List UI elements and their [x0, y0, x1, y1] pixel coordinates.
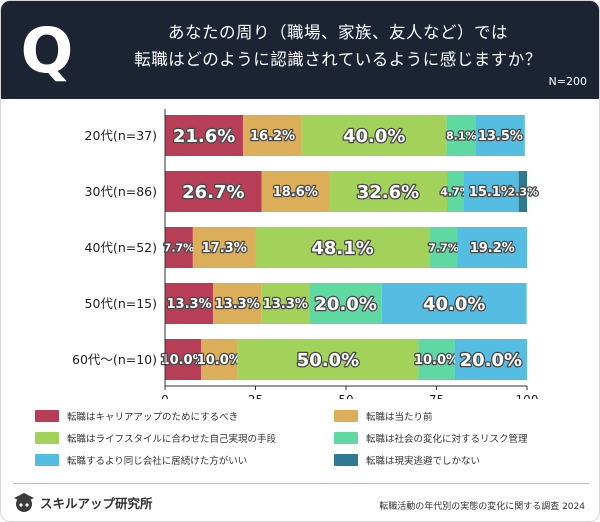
category-label: 20代(n=37)	[85, 128, 157, 143]
question-title-line1: あなたの周り（職場、家族、友人など）では	[168, 23, 508, 42]
bar-segment	[255, 227, 430, 268]
bar-segment	[518, 171, 527, 212]
data-label: 40.0%	[423, 294, 485, 315]
legend-item: 転職はキャリアアップのためにするべき	[35, 409, 238, 423]
data-label: 13.3%	[167, 297, 212, 312]
data-label: 21.6%	[173, 126, 235, 147]
data-label: 32.6%	[357, 182, 419, 203]
data-label: 48.1%	[311, 238, 373, 259]
data-label: 17.3%	[202, 241, 247, 256]
q-badge: Q	[20, 14, 74, 87]
bar-segment	[192, 227, 256, 268]
question-header: Q あなたの周り（職場、家族、友人など）では 転職はどのように認識されているよう…	[1, 1, 599, 99]
chart-svg: 20代(n=37) 21.6% 16.2% 40.0% 8.1% 13.5% 30代(n=8…	[72, 109, 539, 407]
data-label: 18.6%	[273, 185, 318, 200]
legend-item: 転職は現実逃避でしかない	[334, 453, 480, 467]
category-label: 30代(n=86)	[85, 184, 157, 199]
x-tick-label: 50	[338, 393, 353, 399]
data-label: 19.2%	[470, 241, 515, 256]
legend-label: 転職はライフスタイルに合わせた自己実現の手段	[67, 434, 277, 445]
data-label: 8.1%	[446, 129, 477, 142]
legend-item: 転職は当たり前	[334, 409, 433, 423]
data-label: 4.7%	[440, 185, 471, 198]
data-label: 20.0%	[314, 294, 376, 315]
bar-segment	[261, 283, 310, 324]
bar-segment	[165, 283, 214, 324]
bar-segment	[381, 283, 527, 324]
data-label: 7.7%	[164, 241, 195, 254]
bar-segment	[213, 283, 262, 324]
bar-segment	[237, 339, 419, 380]
data-label: 13.3%	[215, 297, 260, 312]
bar-segment	[475, 115, 525, 156]
x-tick-label: 0	[161, 393, 169, 399]
legend-item: 転職はライフスタイルに合わせた自己実現の手段	[35, 431, 276, 445]
graduation-cap-icon	[14, 493, 34, 512]
brand-name: スキルアップ研究所	[40, 495, 153, 511]
legend-swatch	[35, 410, 59, 422]
bar-segment	[309, 283, 382, 324]
legend-swatch	[334, 410, 358, 422]
bar-segment	[328, 171, 447, 212]
stacked-bar-chart: 20代(n=37) 21.6% 16.2% 40.0% 8.1% 13.5% 30代(n=8…	[1, 99, 599, 407]
bar-segment	[261, 171, 329, 212]
bar-segment	[301, 115, 447, 156]
category-label: 40代(n=52)	[85, 240, 157, 255]
legend-label: 転職は当たり前	[366, 412, 433, 423]
sample-size: N=200	[548, 75, 587, 88]
legend-label: 転職はキャリアアップのためにするべき	[67, 412, 239, 423]
legend-label: 転職は現実逃避でしかない	[366, 456, 481, 467]
legend-label: 転職するより同じ会社に居続けた方がいい	[67, 456, 248, 467]
survey-source: 転職活動の年代別の実態の変化に関する調査 2024	[379, 502, 585, 512]
legend-swatch	[334, 432, 358, 444]
question-title-line2: 転職はどのように認識されているように感じますか？	[134, 50, 542, 69]
category-label: 50代(n=15)	[85, 296, 157, 311]
data-label: 2.3%	[508, 185, 539, 198]
bar-segment	[243, 115, 302, 156]
data-label: 13.5%	[478, 129, 523, 144]
bar-segment	[429, 227, 458, 268]
data-label: 50.0%	[297, 350, 359, 371]
legend-item: 転職するより同じ会社に居続けた方がいい	[35, 453, 247, 467]
legend-swatch	[35, 432, 59, 444]
brand: スキルアップ研究所	[13, 491, 153, 513]
question-title: あなたの周り（職場、家族、友人など）では 転職はどのように認識されているように感…	[93, 19, 583, 73]
data-label: 20.0%	[460, 350, 522, 371]
bar-segment	[457, 227, 527, 268]
legend-swatch	[35, 454, 59, 466]
legend-swatch	[334, 454, 358, 466]
category-label: 60代～(n=10)	[72, 352, 157, 367]
legend-label: 転職は社会の変化に対するリスク管理	[366, 434, 528, 445]
bar-segment	[454, 339, 527, 380]
bar-segment	[464, 171, 519, 212]
bar-segment	[165, 171, 262, 212]
bar-segment	[446, 171, 465, 212]
data-label: 15.1%	[469, 185, 514, 200]
x-tick-label: 75	[429, 393, 444, 399]
bar-segment	[201, 339, 238, 380]
bar-segment	[165, 339, 202, 380]
data-label: 10.0%	[161, 353, 206, 368]
bar-segment	[418, 339, 455, 380]
bar-segment	[165, 115, 244, 156]
data-label: 7.7%	[428, 241, 459, 254]
bar-segment	[165, 227, 193, 268]
data-label: 10.0%	[414, 353, 459, 368]
footer-divider	[13, 483, 589, 484]
bar-segment	[446, 115, 476, 156]
x-tick-label: 100	[516, 393, 539, 399]
data-label: 40.0%	[343, 126, 405, 147]
data-label: 26.7%	[182, 182, 244, 203]
x-tick-label: 25	[248, 393, 263, 399]
data-label: 13.3%	[263, 297, 308, 312]
data-label: 10.0%	[197, 353, 242, 368]
legend-item: 転職は社会の変化に対するリスク管理	[334, 431, 528, 445]
data-label: 16.2%	[250, 129, 295, 144]
